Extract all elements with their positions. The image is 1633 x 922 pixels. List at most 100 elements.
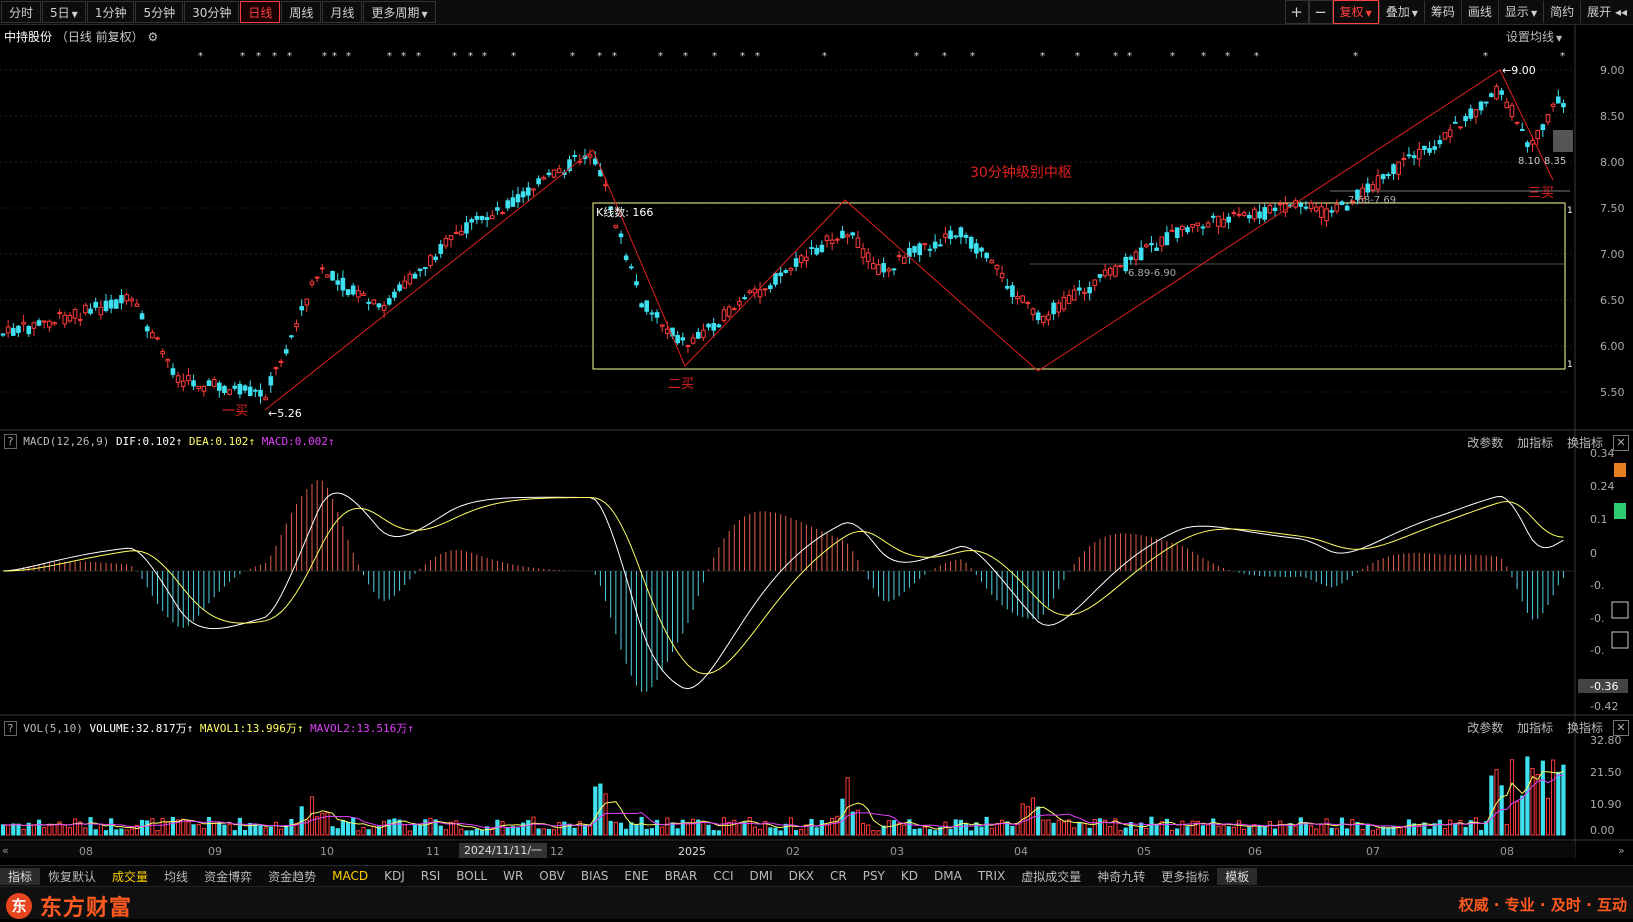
tag-icon[interactable]: [1614, 463, 1626, 477]
fuquan-button[interactable]: 复权 ▼: [1332, 0, 1379, 24]
add-indicator-button[interactable]: 加指标: [1517, 436, 1554, 450]
dea-value: DEA:0.102: [188, 435, 249, 448]
help-icon[interactable]: ?: [4, 434, 17, 449]
chart-type-icon[interactable]: [1611, 601, 1629, 619]
box-top-tag: 1: [1567, 206, 1573, 216]
volume-bar: [1231, 826, 1236, 836]
indicator-tab[interactable]: OBV: [539, 869, 565, 883]
period-tab-5day[interactable]: 5日 ▼: [42, 1, 86, 23]
indicator-tab[interactable]: MACD: [332, 869, 369, 883]
indicator-tab[interactable]: ENE: [624, 869, 649, 883]
scroll-left-icon[interactable]: «: [2, 844, 9, 857]
volume-bar: [412, 823, 418, 836]
overlay-button[interactable]: 叠加 ▼: [1378, 1, 1424, 23]
volume-bar: [279, 828, 284, 836]
indicator-tab[interactable]: 更多指标: [1161, 869, 1210, 884]
indicator-tab[interactable]: BIAS: [580, 869, 609, 883]
help-icon[interactable]: ?: [4, 721, 17, 736]
volume-bar: [1463, 826, 1468, 836]
indicator-tab[interactable]: KD: [900, 869, 918, 883]
scroll-right-icon[interactable]: »: [1618, 844, 1625, 857]
indicator-tab[interactable]: KDJ: [384, 869, 405, 883]
add-indicator-button[interactable]: 加指标: [1517, 721, 1554, 735]
switch-indicator-button[interactable]: 换指标: [1566, 436, 1603, 450]
switch-indicator-button[interactable]: 换指标: [1566, 721, 1603, 735]
high-price-value: 9.00: [1511, 64, 1536, 77]
indicator-tab[interactable]: 虚拟成交量: [1021, 869, 1082, 884]
gear-icon[interactable]: ⚙: [147, 30, 159, 44]
indicator-tab[interactable]: 指标: [0, 867, 41, 885]
indicator-tab[interactable]: 成交量: [112, 869, 149, 884]
indicator-tab[interactable]: 均线: [164, 869, 189, 884]
expand-button[interactable]: 展开 ◂◂: [1580, 1, 1633, 23]
volume-bar: [237, 817, 243, 836]
star-marker: *: [712, 51, 717, 62]
zoom-out-button[interactable]: −: [1308, 0, 1333, 24]
date-scrollbar[interactable]: [0, 842, 1575, 858]
close-icon[interactable]: ✕: [1613, 435, 1629, 451]
indicator-tab[interactable]: TRIX: [977, 869, 1006, 883]
period-tab-5min[interactable]: 5分钟: [135, 1, 184, 23]
indicator-tab[interactable]: BRAR: [664, 869, 698, 883]
signal-icon[interactable]: [1614, 503, 1626, 519]
indicator-tab[interactable]: WR: [503, 869, 524, 883]
indicator-tab[interactable]: 神奇九转: [1097, 869, 1146, 884]
period-tab-1min[interactable]: 1分钟: [86, 1, 135, 23]
indicator-tab[interactable]: DMA: [934, 869, 962, 883]
edit-params-button[interactable]: 改参数: [1467, 721, 1504, 735]
volume-bar: [62, 824, 67, 836]
indicator-tab[interactable]: RSI: [420, 869, 441, 883]
candle-body: [1004, 285, 1010, 289]
mavol1-line: [2, 770, 1564, 831]
indicator-tab[interactable]: DKX: [788, 869, 814, 883]
indicator-tab[interactable]: 恢复默认: [48, 869, 97, 884]
candle-body: [150, 332, 155, 339]
volume-bar: [1103, 819, 1108, 836]
candle-body: [31, 322, 37, 329]
period-tab-30min[interactable]: 30分钟: [184, 1, 240, 23]
price-tick: 7.00: [1600, 248, 1625, 261]
period-tab-monthly[interactable]: 月线: [322, 1, 363, 23]
edit-params-button[interactable]: 改参数: [1467, 436, 1504, 450]
volume-bar: [1046, 819, 1051, 836]
simple-button[interactable]: 简约: [1543, 1, 1580, 23]
indicator-tab[interactable]: 资金趋势: [268, 869, 317, 884]
period-tab-daily[interactable]: 日线: [240, 1, 281, 23]
camera-icon[interactable]: [1611, 631, 1629, 649]
volume-bar: [382, 821, 387, 836]
star-marker: *: [1225, 51, 1230, 62]
volume-bar: [387, 819, 392, 836]
close-icon[interactable]: ✕: [1613, 720, 1629, 736]
candle-body: [1458, 126, 1463, 129]
volume-bar: [526, 820, 531, 836]
period-tab-weekly[interactable]: 周线: [281, 1, 322, 23]
candle-body: [536, 178, 541, 185]
macd-title[interactable]: MACD(12,26,9): [23, 435, 110, 448]
slogan: 权威 · 专业 · 及时 · 互动: [1458, 896, 1627, 914]
candle-body: [1391, 164, 1396, 175]
candle-body: [1329, 210, 1335, 213]
indicator-tab[interactable]: CCI: [713, 869, 734, 883]
period-tab-more[interactable]: 更多周期 ▼: [363, 1, 436, 23]
indicator-tab[interactable]: DMI: [749, 869, 773, 883]
indicator-tab[interactable]: 模板: [1217, 867, 1258, 885]
display-button[interactable]: 显示 ▼: [1497, 1, 1543, 23]
dea-line: [2, 497, 1564, 675]
chips-button[interactable]: 筹码: [1423, 1, 1461, 23]
indicator-tab[interactable]: PSY: [862, 869, 885, 883]
draw-line-button[interactable]: 画线: [1460, 1, 1498, 23]
period-tab-fenshi[interactable]: 分时: [1, 1, 42, 23]
volume-bar: [191, 824, 196, 836]
star-marker: *: [1483, 51, 1488, 62]
volume-bar: [938, 827, 943, 836]
indicator-tab[interactable]: 资金博弈: [204, 869, 253, 884]
indicator-tab[interactable]: BOLL: [456, 869, 488, 883]
candle-body: [211, 379, 217, 387]
volume-bar: [706, 824, 711, 836]
volume-bar: [1092, 819, 1097, 836]
zoom-in-button[interactable]: +: [1284, 0, 1309, 24]
indicator-tab[interactable]: CR: [829, 869, 847, 883]
set-ma-button[interactable]: 设置均线 ▼: [1506, 28, 1562, 45]
vol-title[interactable]: VOL(5,10): [23, 722, 83, 735]
